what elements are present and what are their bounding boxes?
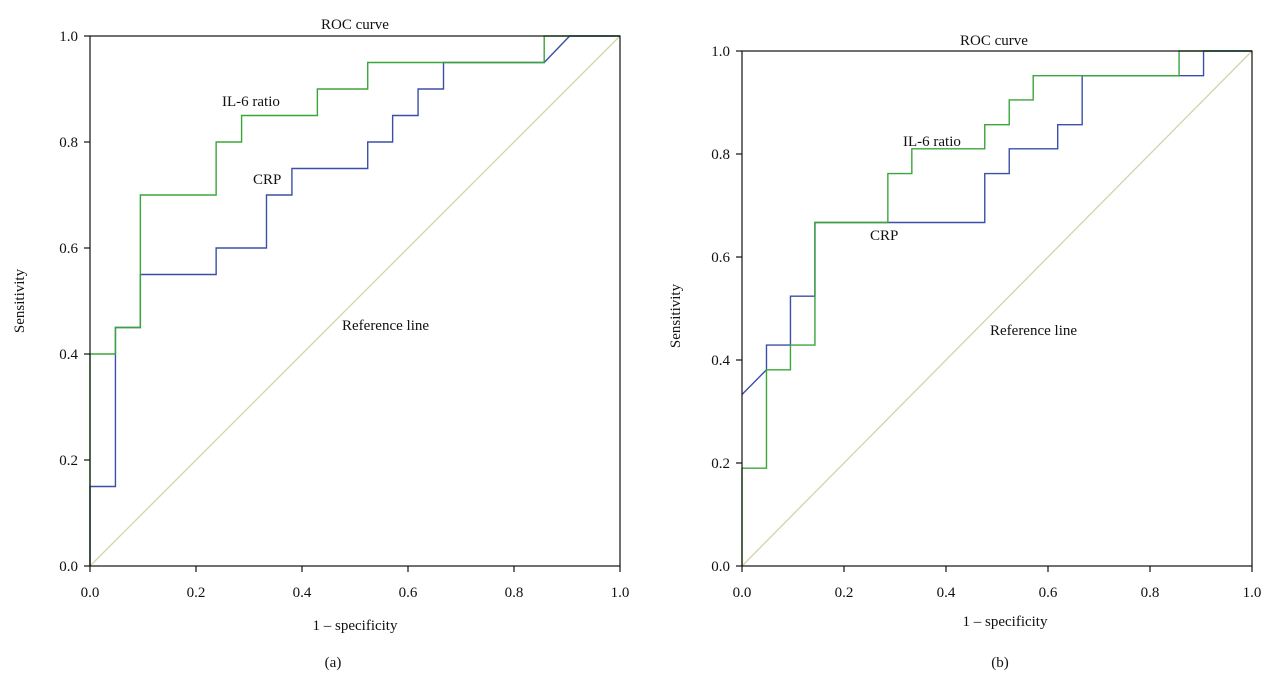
y-tick-label: 0.8 xyxy=(711,147,730,163)
chart-title: ROC curve xyxy=(321,17,389,33)
y-tick-label: 0.0 xyxy=(711,559,730,575)
x-tick-label: 0.8 xyxy=(1141,585,1160,601)
annotation-reference-line: Reference line xyxy=(342,318,429,334)
panel-label: (a) xyxy=(325,655,342,671)
chart-title: ROC curve xyxy=(960,33,1028,49)
annotation-crp: CRP xyxy=(870,228,898,244)
x-tick-label: 0.6 xyxy=(399,585,418,601)
x-tick-label: 0.4 xyxy=(293,585,312,601)
y-tick-label: 1.0 xyxy=(711,44,730,60)
y-tick-label: 0.6 xyxy=(59,241,78,257)
x-tick-label: 1.0 xyxy=(611,585,630,601)
x-axis-label: 1 – specificity xyxy=(313,618,398,634)
annotation-crp: CRP xyxy=(253,172,281,188)
y-tick-label: 0.4 xyxy=(711,353,730,369)
annotation-il6-ratio: IL-6 ratio xyxy=(903,134,961,150)
series-line-il6 xyxy=(89,35,620,566)
roc-chart-a: ROC curve Sensitivity 1 – specificity (a… xyxy=(12,17,630,671)
y-tick-label: 0.6 xyxy=(711,250,730,266)
x-tick-label: 0.0 xyxy=(733,585,752,601)
x-tick-label: 1.0 xyxy=(1243,585,1262,601)
y-axis-label: Sensitivity xyxy=(668,283,684,348)
y-tick-label: 0.2 xyxy=(711,456,730,472)
plot-frame xyxy=(741,50,1253,567)
series-line-reference xyxy=(89,35,621,567)
y-tick-label: 0.4 xyxy=(59,347,78,363)
x-tick-label: 0.6 xyxy=(1039,585,1058,601)
x-tick-label: 0.0 xyxy=(81,585,100,601)
annotation-il6-ratio: IL-6 ratio xyxy=(222,94,280,110)
y-tick-label: 0.0 xyxy=(59,559,78,575)
x-tick-label: 0.8 xyxy=(505,585,524,601)
x-tick-label: 0.2 xyxy=(187,585,206,601)
annotation-reference-line: Reference line xyxy=(990,323,1077,339)
x-tick-label: 0.2 xyxy=(835,585,854,601)
x-tick-label: 0.4 xyxy=(937,585,956,601)
x-axis-label: 1 – specificity xyxy=(963,614,1048,630)
panel-label: (b) xyxy=(991,655,1009,671)
y-tick-label: 0.2 xyxy=(59,453,78,469)
y-tick-label: 1.0 xyxy=(59,29,78,45)
series-line-il6 xyxy=(741,50,1252,566)
series-line-reference xyxy=(741,50,1253,567)
y-axis-label: Sensitivity xyxy=(12,268,28,333)
plot-frame xyxy=(89,35,621,567)
y-tick-label: 0.8 xyxy=(59,135,78,151)
